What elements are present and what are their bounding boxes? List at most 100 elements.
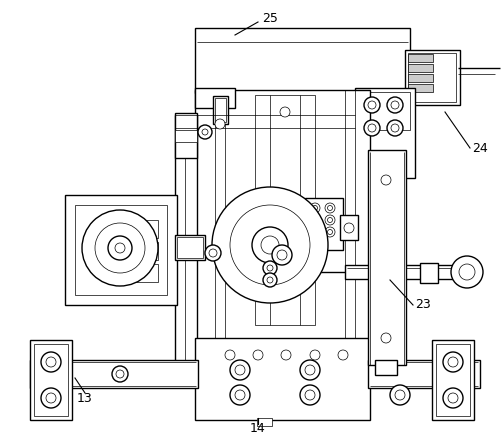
Circle shape [253, 350, 263, 360]
Circle shape [41, 388, 61, 408]
Bar [408, 53, 456, 102]
Circle shape [198, 125, 212, 139]
Bar [213, 96, 228, 124]
Circle shape [267, 265, 273, 271]
Circle shape [310, 350, 320, 360]
Circle shape [368, 124, 376, 132]
Circle shape [391, 124, 399, 132]
Circle shape [448, 357, 458, 367]
Bar [175, 113, 197, 158]
Bar [408, 84, 433, 92]
Bar [368, 150, 406, 365]
Circle shape [235, 390, 245, 400]
Bar [30, 340, 72, 420]
Bar [128, 220, 158, 238]
Circle shape [95, 223, 145, 273]
Bar [175, 115, 197, 385]
Circle shape [115, 243, 125, 253]
Bar [215, 98, 226, 122]
Circle shape [328, 206, 333, 210]
Circle shape [300, 360, 320, 380]
Bar [345, 265, 455, 279]
Bar [432, 340, 474, 420]
Circle shape [305, 365, 315, 375]
Circle shape [368, 101, 376, 109]
Circle shape [252, 227, 288, 263]
Circle shape [313, 217, 318, 222]
Circle shape [225, 350, 235, 360]
Circle shape [310, 227, 320, 237]
Bar [355, 88, 415, 178]
Text: 13: 13 [77, 392, 93, 404]
Circle shape [300, 385, 320, 405]
Bar [75, 205, 167, 295]
Circle shape [313, 229, 318, 235]
Circle shape [325, 227, 335, 237]
Bar [436, 344, 470, 416]
Bar [375, 360, 397, 375]
Circle shape [272, 245, 292, 265]
Text: 25: 25 [262, 11, 278, 24]
Circle shape [325, 215, 335, 225]
Circle shape [212, 187, 328, 303]
Circle shape [443, 352, 463, 372]
Circle shape [205, 245, 221, 261]
Circle shape [310, 203, 320, 213]
Circle shape [82, 210, 158, 286]
Circle shape [267, 277, 273, 283]
Bar [128, 242, 158, 260]
Circle shape [387, 97, 403, 113]
Bar [368, 360, 480, 388]
Circle shape [364, 97, 380, 113]
Bar [195, 90, 370, 385]
Circle shape [281, 350, 291, 360]
Circle shape [325, 203, 335, 213]
Bar [408, 74, 433, 82]
Bar [65, 195, 177, 305]
Bar [175, 235, 205, 260]
Circle shape [230, 360, 250, 380]
Circle shape [263, 273, 277, 287]
Text: 23: 23 [415, 298, 431, 312]
Circle shape [328, 217, 333, 222]
Bar [175, 130, 197, 142]
Circle shape [381, 175, 391, 185]
Circle shape [215, 119, 225, 129]
Circle shape [202, 129, 208, 135]
Bar [408, 64, 433, 72]
Circle shape [305, 390, 315, 400]
Circle shape [261, 236, 279, 254]
Bar [177, 237, 203, 258]
Circle shape [230, 385, 250, 405]
Circle shape [381, 333, 391, 343]
Bar [360, 92, 410, 130]
Bar [195, 88, 235, 108]
Bar [420, 263, 438, 283]
Circle shape [448, 393, 458, 403]
Circle shape [235, 365, 245, 375]
Bar [34, 344, 68, 416]
Bar [255, 95, 315, 325]
Circle shape [313, 206, 318, 210]
Bar [195, 338, 370, 420]
Circle shape [328, 229, 333, 235]
Circle shape [46, 357, 56, 367]
Bar [128, 264, 158, 282]
Circle shape [209, 249, 217, 257]
Circle shape [364, 120, 380, 136]
Circle shape [46, 393, 56, 403]
Circle shape [344, 223, 354, 233]
Circle shape [390, 385, 410, 405]
Circle shape [280, 107, 290, 117]
Circle shape [112, 366, 128, 382]
Circle shape [263, 261, 277, 275]
Bar [257, 418, 272, 426]
Circle shape [116, 370, 124, 378]
Circle shape [387, 120, 403, 136]
Circle shape [459, 264, 475, 280]
Bar [405, 50, 460, 105]
Bar [340, 215, 358, 240]
Text: 14: 14 [250, 422, 266, 434]
Circle shape [395, 390, 405, 400]
Bar [195, 28, 410, 93]
